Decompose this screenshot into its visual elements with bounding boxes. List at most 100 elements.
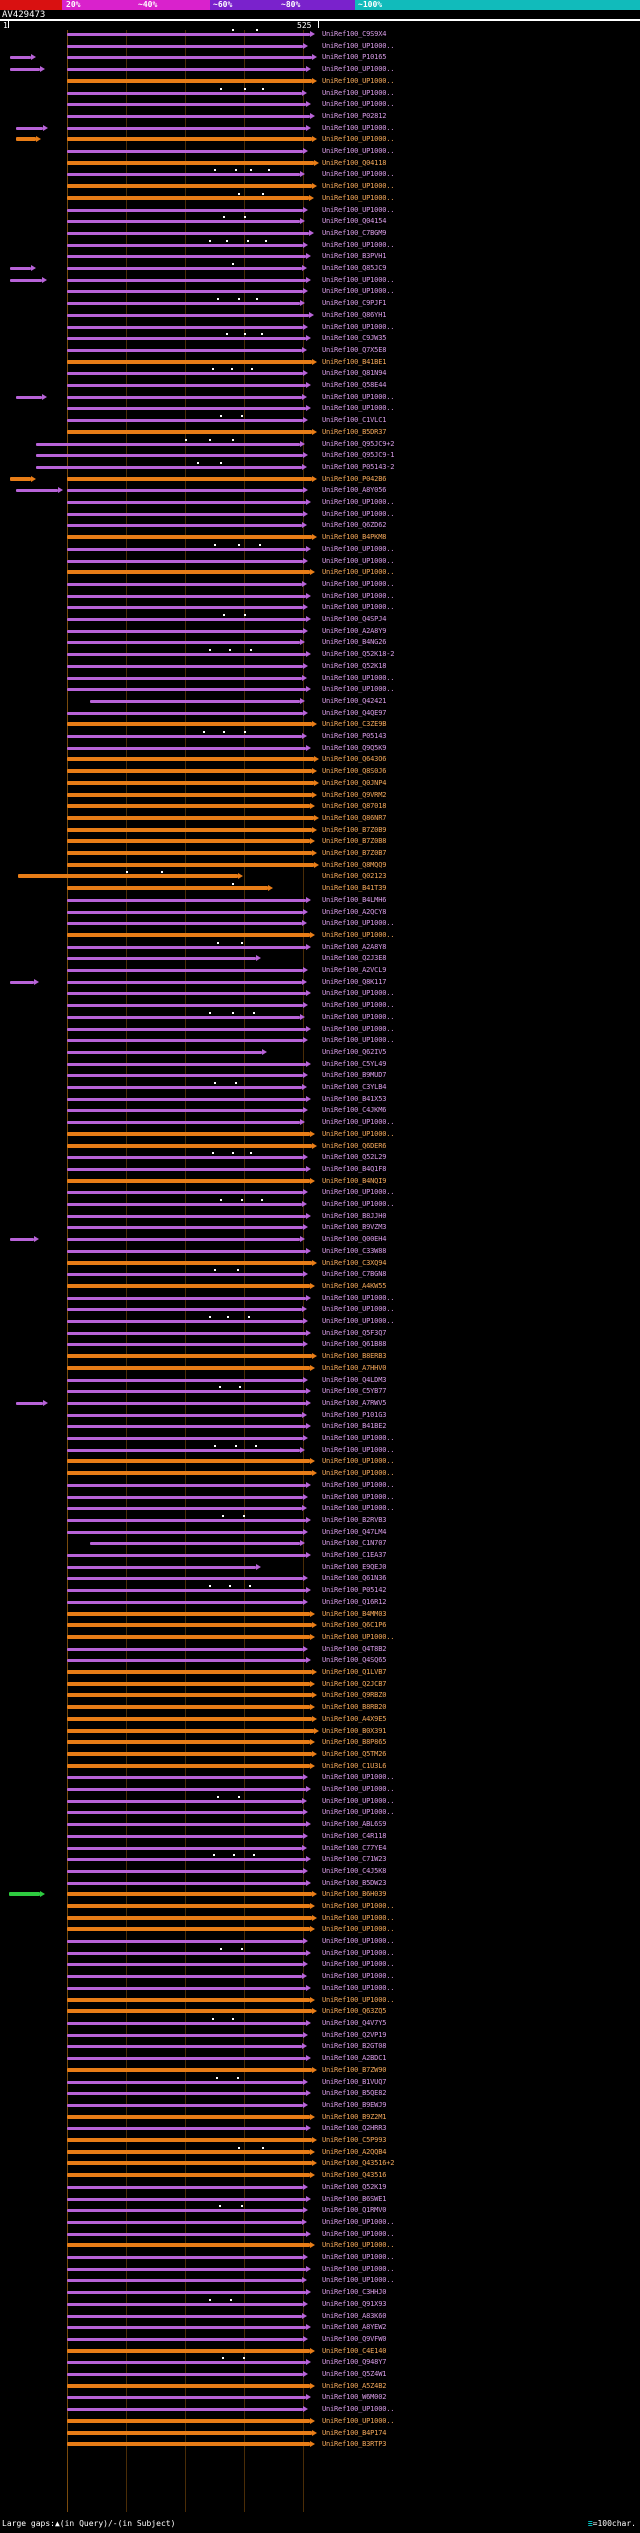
hit-bar[interactable]	[67, 1121, 300, 1124]
hit-bar[interactable]	[67, 2104, 303, 2107]
hit-bar[interactable]	[67, 337, 306, 340]
hit-bar[interactable]	[67, 1892, 312, 1896]
hit-label[interactable]: UniRef100_UP1000..	[322, 241, 395, 249]
hit-label[interactable]: UniRef100_UP1000..	[322, 1294, 395, 1302]
hit-bar[interactable]	[67, 196, 309, 200]
hit-label[interactable]: UniRef100_UP1000..	[322, 393, 395, 401]
hit-label[interactable]: UniRef100_UP1000..	[322, 1305, 395, 1313]
hit-label[interactable]: UniRef100_Q61B88	[322, 1340, 387, 1348]
hit-label[interactable]: UniRef100_UP1000..	[322, 1481, 395, 1489]
hit-label[interactable]: UniRef100_A5Z4B2	[322, 2382, 387, 2390]
hit-label[interactable]: UniRef100_B6SWE1	[322, 2195, 387, 2203]
hit-bar[interactable]	[67, 957, 256, 960]
hit-label[interactable]: UniRef100_C5YL49	[322, 1060, 387, 1068]
hit-bar[interactable]	[67, 757, 314, 761]
hit-label[interactable]: UniRef100_B4MM03	[322, 1610, 387, 1618]
hit-label[interactable]: UniRef100_UP1000..	[322, 1949, 395, 1957]
hit-bar[interactable]	[67, 886, 268, 890]
hit-label[interactable]: UniRef100_Q1LVB7	[322, 1668, 387, 1676]
hit-label[interactable]: UniRef100_Q52K19	[322, 2183, 387, 2191]
hit-label[interactable]: UniRef100_UP1000..	[322, 194, 395, 202]
hit-bar[interactable]	[36, 454, 303, 457]
hit-label[interactable]: UniRef100_UP1000..	[322, 1469, 395, 1477]
hit-bar[interactable]	[67, 513, 303, 516]
hit-bar[interactable]	[67, 244, 303, 247]
hit-label[interactable]: UniRef100_Q8S0J6	[322, 767, 387, 775]
hit-label[interactable]: UniRef100_UP1000..	[322, 685, 395, 693]
hit-label[interactable]: UniRef100_C4R118	[322, 1832, 387, 1840]
hit-label[interactable]: UniRef100_Q4T8B2	[322, 1645, 387, 1653]
hit-label[interactable]: UniRef100_C3XQ94	[322, 1259, 387, 1267]
hit-bar[interactable]	[67, 1729, 314, 1733]
hit-bar[interactable]	[67, 1449, 300, 1452]
hit-label[interactable]: UniRef100_Q1RMV0	[322, 2206, 387, 2214]
hit-bar[interactable]	[10, 267, 31, 270]
hit-bar[interactable]	[67, 2408, 303, 2411]
hit-bar[interactable]	[67, 1963, 303, 1966]
hit-bar[interactable]	[16, 127, 43, 130]
hit-bar[interactable]	[67, 2243, 310, 2247]
hit-bar[interactable]	[67, 1028, 306, 1031]
hit-label[interactable]: UniRef100_B4NQI9	[322, 1177, 387, 1185]
hit-bar[interactable]	[67, 1835, 303, 1838]
hit-label[interactable]: UniRef100_Q2HRR3	[322, 2124, 387, 2132]
hit-bar[interactable]	[67, 618, 306, 621]
hit-bar[interactable]	[67, 2127, 306, 2130]
hit-label[interactable]: UniRef100_UP1000..	[322, 592, 395, 600]
hit-bar[interactable]	[67, 33, 310, 36]
hit-label[interactable]: UniRef100_UP1000..	[322, 42, 395, 50]
hit-bar[interactable]	[67, 2068, 312, 2072]
hit-bar[interactable]	[67, 2138, 312, 2142]
hit-bar[interactable]	[16, 137, 36, 141]
hit-bar[interactable]	[67, 184, 312, 188]
hit-bar[interactable]	[67, 828, 312, 832]
hit-label[interactable]: UniRef100_A2QQB4	[322, 2148, 387, 2156]
hit-bar[interactable]	[67, 922, 302, 925]
hit-label[interactable]: UniRef100_C9JW35	[322, 334, 387, 342]
hit-label[interactable]: UniRef100_Q00EH4	[322, 1235, 387, 1243]
hit-label[interactable]: UniRef100_UP1000..	[322, 170, 395, 178]
hit-bar[interactable]	[67, 407, 306, 410]
hit-bar[interactable]	[67, 1191, 303, 1194]
hit-label[interactable]: UniRef100_B4P174	[322, 2429, 387, 2437]
hit-bar[interactable]	[67, 1273, 303, 1276]
hit-label[interactable]: UniRef100_UP1000..	[322, 1200, 395, 1208]
hit-label[interactable]: UniRef100_UP1000..	[322, 1504, 395, 1512]
hit-bar[interactable]	[67, 1577, 303, 1580]
hit-label[interactable]: UniRef100_Q4V7Y5	[322, 2019, 387, 2027]
hit-label[interactable]: UniRef100_Q95JC9-1	[322, 451, 395, 459]
hit-bar[interactable]	[67, 1496, 303, 1499]
hit-label[interactable]: UniRef100_UP1000..	[322, 287, 395, 295]
hit-label[interactable]: UniRef100_Q04154	[322, 217, 387, 225]
hit-bar[interactable]	[67, 1414, 302, 1417]
hit-label[interactable]: UniRef100_B8P865	[322, 1738, 387, 1746]
hit-label[interactable]: UniRef100_UP1000..	[322, 2276, 395, 2284]
hit-label[interactable]: UniRef100_B6H039	[322, 1890, 387, 1898]
hit-bar[interactable]	[67, 1086, 302, 1089]
hit-label[interactable]: UniRef100_Q6DER6	[322, 1142, 387, 1150]
hit-label[interactable]: UniRef100_A83K60	[322, 2312, 387, 2320]
hit-bar[interactable]	[67, 548, 306, 551]
hit-bar[interactable]	[67, 290, 303, 293]
hit-bar[interactable]	[67, 45, 303, 48]
hit-bar[interactable]	[67, 302, 300, 305]
hit-label[interactable]: UniRef100_C3HHJ0	[322, 2288, 387, 2296]
hit-label[interactable]: UniRef100_Q7X5E8	[322, 346, 387, 354]
hit-label[interactable]: UniRef100_Q4SPJ4	[322, 615, 387, 623]
hit-bar[interactable]	[9, 1892, 40, 1896]
hit-label[interactable]: UniRef100_UP1000..	[322, 1188, 395, 1196]
hit-bar[interactable]	[67, 92, 302, 95]
hit-label[interactable]: UniRef100_UP1000..	[322, 1984, 395, 1992]
hit-label[interactable]: UniRef100_B9EWJ9	[322, 2101, 387, 2109]
hit-bar[interactable]	[67, 267, 302, 270]
hit-label[interactable]: UniRef100_UP1000..	[322, 2405, 395, 2413]
hit-label[interactable]: UniRef100_W6M002	[322, 2393, 387, 2401]
hit-bar[interactable]	[67, 209, 303, 212]
hit-bar[interactable]	[67, 570, 310, 574]
hit-label[interactable]: UniRef100_C1VLC1	[322, 416, 387, 424]
hit-bar[interactable]	[67, 2338, 303, 2341]
hit-bar[interactable]	[67, 1904, 310, 1908]
hit-label[interactable]: UniRef100_C1U3L6	[322, 1762, 387, 1770]
hit-label[interactable]: UniRef100_C4J5K8	[322, 1867, 387, 1875]
hit-label[interactable]: UniRef100_A2A8Y9	[322, 627, 387, 635]
